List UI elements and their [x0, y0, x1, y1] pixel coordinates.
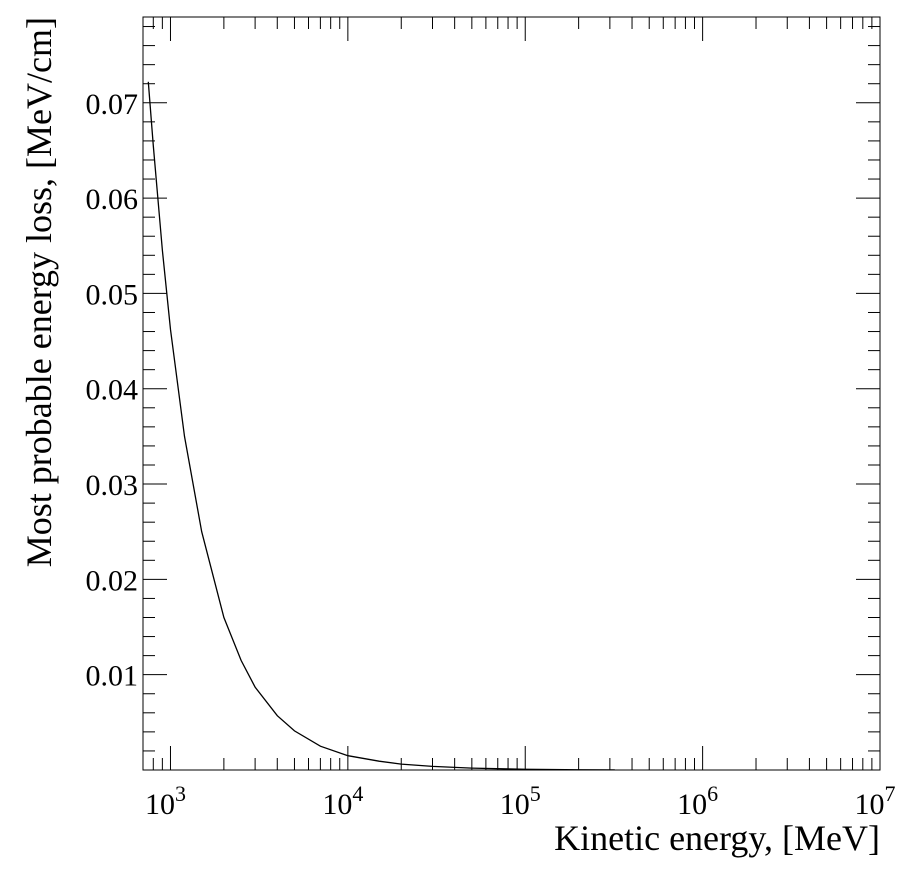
- x-tick-label: 107: [855, 781, 896, 821]
- y-tick-label: 0.04: [86, 374, 139, 407]
- series-line: [147, 81, 615, 771]
- y-tick-label: 0.05: [86, 278, 139, 311]
- y-tick-label: 0.01: [86, 660, 139, 693]
- plot-frame: [142, 16, 881, 771]
- tick-labels: 0.01 0.02 0.03 0.04 0.05 0.06 0.07 103 104 105 106…: [86, 88, 896, 821]
- x-tick-label: 106: [677, 781, 718, 821]
- y-tick-label: 0.06: [86, 183, 139, 216]
- y-axis-label: Most probable energy loss, [MeV/cm]: [19, 17, 59, 567]
- y-tick-label: 0.02: [86, 564, 139, 597]
- x-tick-label: 104: [322, 781, 363, 821]
- x-axis-label: Kinetic energy, [MeV]: [554, 818, 880, 858]
- y-tick-label: 0.03: [86, 469, 139, 502]
- y-tick-label: 0.07: [86, 88, 139, 121]
- x-tick-label: 103: [145, 781, 186, 821]
- axis-ticks: [142, 17, 881, 770]
- x-tick-label: 105: [500, 781, 541, 821]
- series-layer: [147, 81, 615, 771]
